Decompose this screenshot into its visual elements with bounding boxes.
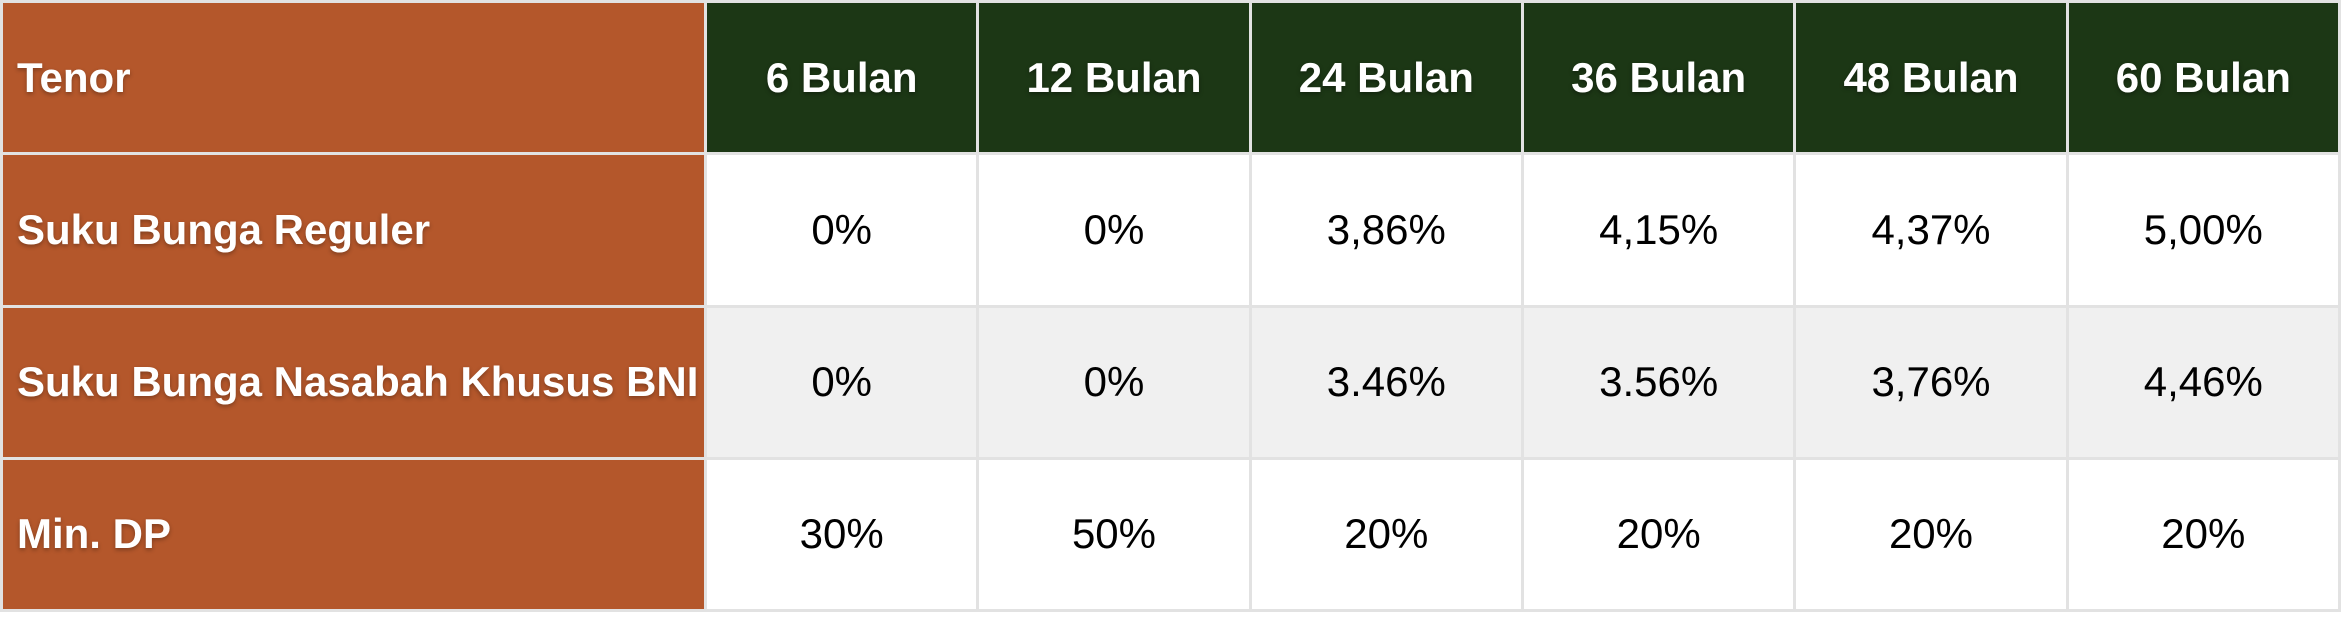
column-header-6-bulan: 6 Bulan xyxy=(707,3,977,153)
value-cell: 4,37% xyxy=(1796,155,2066,305)
row-label-min-dp: Min. DP xyxy=(3,459,704,609)
value-cell: 20% xyxy=(1524,459,1794,609)
row-label-suku-bunga-reguler: Suku Bunga Reguler xyxy=(3,155,704,305)
column-header-60-bulan: 60 Bulan xyxy=(2068,3,2338,153)
value-cell: 3.46% xyxy=(1251,307,1521,457)
column-header-12-bulan: 12 Bulan xyxy=(979,3,1249,153)
row-label-suku-bunga-nasabah-khusus-bni: Suku Bunga Nasabah Khusus BNI xyxy=(3,307,704,457)
value-cell: 20% xyxy=(1796,459,2066,609)
column-header-24-bulan: 24 Bulan xyxy=(1251,3,1521,153)
value-cell: 50% xyxy=(979,459,1249,609)
value-cell: 5,00% xyxy=(2068,155,2338,305)
value-cell: 20% xyxy=(2068,459,2338,609)
column-header-36-bulan: 36 Bulan xyxy=(1524,3,1794,153)
value-cell: 4,46% xyxy=(2068,307,2338,457)
value-cell: 3,86% xyxy=(1251,155,1521,305)
value-cell: 30% xyxy=(707,459,977,609)
value-cell: 20% xyxy=(1251,459,1521,609)
value-cell: 0% xyxy=(979,155,1249,305)
value-cell: 4,15% xyxy=(1524,155,1794,305)
value-cell: 0% xyxy=(707,307,977,457)
column-header-48-bulan: 48 Bulan xyxy=(1796,3,2066,153)
value-cell: 3,76% xyxy=(1796,307,2066,457)
value-cell: 3.56% xyxy=(1524,307,1794,457)
value-cell: 0% xyxy=(979,307,1249,457)
value-cell: 0% xyxy=(707,155,977,305)
corner-header-tenor: Tenor xyxy=(3,3,704,153)
